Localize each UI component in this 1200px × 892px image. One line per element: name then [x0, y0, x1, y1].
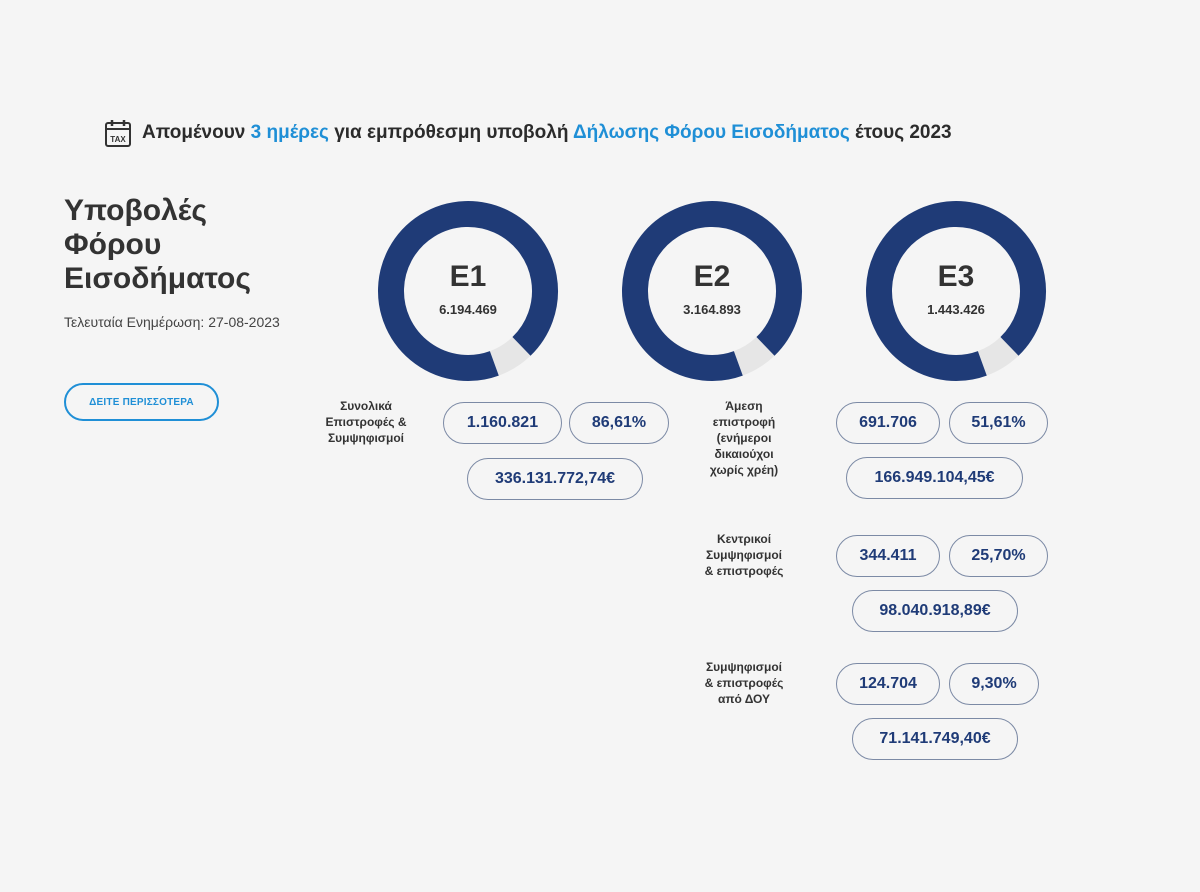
- deadline-banner: TAX Απομένουν 3 ημέρες για εμπρόθεσμη υπ…: [104, 118, 952, 148]
- summary-amount: 336.131.772,74€: [467, 458, 643, 500]
- doy-count: 124.704: [836, 663, 940, 705]
- gauge-track: [733, 336, 775, 376]
- gauge-value: 1.443.426: [927, 302, 985, 317]
- direct-refund-amount: 166.949.104,45€: [846, 457, 1023, 499]
- tax-calendar-icon: TAX: [105, 120, 131, 147]
- central-amount: 98.040.918,89€: [852, 590, 1018, 632]
- summary-count: 1.160.821: [443, 402, 562, 444]
- gauge-track: [977, 336, 1019, 376]
- gauge-arc: [378, 201, 558, 381]
- summary-percent: 86,61%: [569, 402, 669, 444]
- gauge-arc: [622, 201, 802, 381]
- gauge-value: 3.164.893: [683, 302, 741, 317]
- breakdown-label-direct-refund: Άμεση επιστροφή (ενήμεροι δικαιούχοι χωρ…: [709, 399, 779, 477]
- gauge-label: Ε3: [937, 260, 975, 293]
- gauge-value: 6.194.469: [439, 302, 497, 317]
- last-updated: Τελευταία Ενημέρωση: 27-08-2023: [64, 314, 280, 330]
- page-title: Υποβολές Φόρου Εισοδήματος: [64, 194, 251, 295]
- central-percent: 25,70%: [949, 535, 1048, 577]
- banner-days: 3 ημέρες: [250, 122, 329, 143]
- banner-text: Απομένουν 3 ημέρες για εμπρόθεσμη υποβολ…: [142, 122, 952, 143]
- gauge-label: Ε2: [693, 260, 731, 293]
- see-more-button[interactable]: ΔΕΙΤΕ ΠΕΡΙΣΣΟΤΕΡΑ: [64, 383, 219, 421]
- doy-percent: 9,30%: [949, 663, 1039, 705]
- breakdown-label-central: Κεντρικοί Συμψηφισμοί & επιστροφές: [704, 532, 784, 578]
- gauge-arc: [866, 201, 1046, 381]
- gauge-e3: Ε3 1.443.426: [861, 196, 1051, 386]
- direct-refund-count: 691.706: [836, 402, 940, 444]
- banner-declaration-link: Δήλωσης Φόρου Εισοδήματος: [573, 122, 850, 143]
- summary-label: Συνολικά Επιστροφές & Συμψηφισμοί: [325, 399, 407, 445]
- gauge-track: [489, 336, 531, 376]
- breakdown-label-doy: Συμψηφισμοί & επιστροφές από ΔΟΥ: [704, 660, 784, 706]
- svg-text:TAX: TAX: [110, 135, 126, 144]
- doy-amount: 71.141.749,40€: [852, 718, 1018, 760]
- gauge-e1: Ε1 6.194.469: [373, 196, 563, 386]
- central-count: 344.411: [836, 535, 940, 577]
- gauge-label: Ε1: [449, 260, 487, 293]
- direct-refund-percent: 51,61%: [949, 402, 1048, 444]
- gauge-e2: Ε2 3.164.893: [617, 196, 807, 386]
